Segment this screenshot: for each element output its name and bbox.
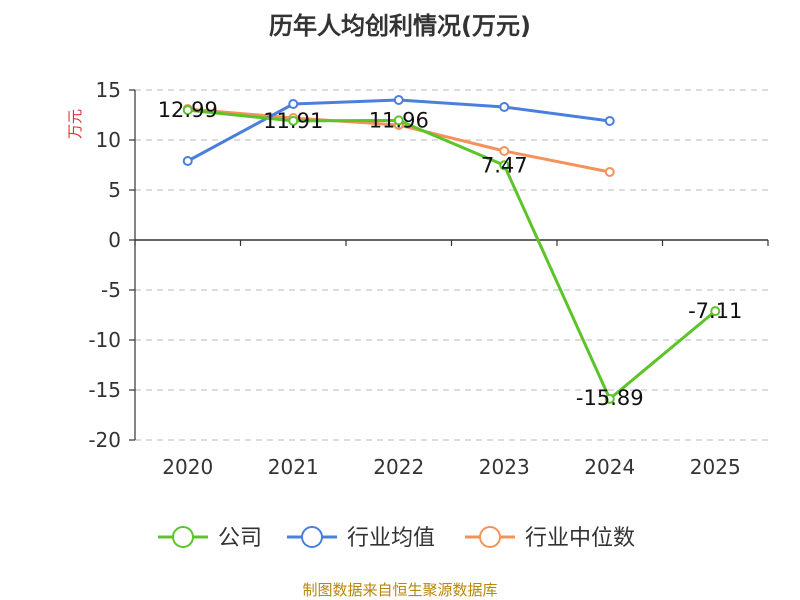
data-label-layer: 12.99 11.91 11.96 7.47 -15.89 -7.11 <box>158 98 743 410</box>
x-tick-label: 2020 <box>162 455 213 479</box>
data-label: 12.99 <box>158 98 218 122</box>
data-point[interactable] <box>182 156 193 166</box>
data-point[interactable] <box>604 116 615 126</box>
data-label: -7.11 <box>688 299 742 323</box>
data-label: 7.47 <box>481 153 528 177</box>
legend-item-1[interactable]: 行业均值 <box>287 526 435 551</box>
data-point[interactable] <box>393 95 404 105</box>
data-point[interactable] <box>499 102 510 112</box>
y-tick-label: 0 <box>108 228 121 252</box>
source-note: 制图数据来自恒生聚源数据库 <box>302 581 497 599</box>
x-tick-label: 2021 <box>268 455 319 479</box>
legend-item-0[interactable]: 公司 <box>158 526 262 551</box>
legend-label: 行业中位数 <box>525 526 635 551</box>
legend-label: 公司 <box>218 526 262 551</box>
x-tick-label: 2024 <box>584 455 635 479</box>
legend-label: 行业均值 <box>347 526 435 551</box>
data-point[interactable] <box>499 160 510 171</box>
y-tick-label: 5 <box>108 178 121 202</box>
series-line-0 <box>187 108 717 401</box>
legend-marker <box>301 526 323 548</box>
legend-marker <box>479 526 501 548</box>
data-point[interactable] <box>604 167 615 177</box>
y-tick-label: 10 <box>96 128 121 152</box>
y-tick-label: 15 <box>96 78 121 102</box>
y-tick-label: -20 <box>88 428 121 452</box>
legend-item-2[interactable]: 行业中位数 <box>465 526 635 551</box>
data-point[interactable] <box>182 105 193 116</box>
legend: 公司 行业均值 行业中位数 <box>158 526 635 551</box>
data-label: -15.89 <box>576 386 644 410</box>
data-point[interactable] <box>710 306 721 317</box>
data-point[interactable] <box>288 115 299 126</box>
axis-layer: 15 10 5 0 -5 -10 -15 -20 2020 2021 2022 2023 2024 202… <box>88 78 769 479</box>
data-label: 11.96 <box>369 108 429 132</box>
y-tick-label: -10 <box>88 328 121 352</box>
data-point[interactable] <box>288 99 299 109</box>
chart-title: 历年人均创利情况(万元) <box>269 12 531 40</box>
x-tick-label: 2023 <box>479 455 530 479</box>
x-tick-label: 2025 <box>690 455 741 479</box>
data-point[interactable] <box>393 115 404 126</box>
legend-marker <box>172 526 194 548</box>
y-tick-label: -15 <box>88 378 121 402</box>
data-point[interactable] <box>499 146 510 156</box>
data-point[interactable] <box>604 393 615 404</box>
series-layer <box>182 95 721 404</box>
y-tick-label: -5 <box>101 278 121 302</box>
x-tick-label: 2022 <box>373 455 424 479</box>
data-label: 11.91 <box>263 109 323 133</box>
y-axis-label: 万元 <box>66 109 84 139</box>
